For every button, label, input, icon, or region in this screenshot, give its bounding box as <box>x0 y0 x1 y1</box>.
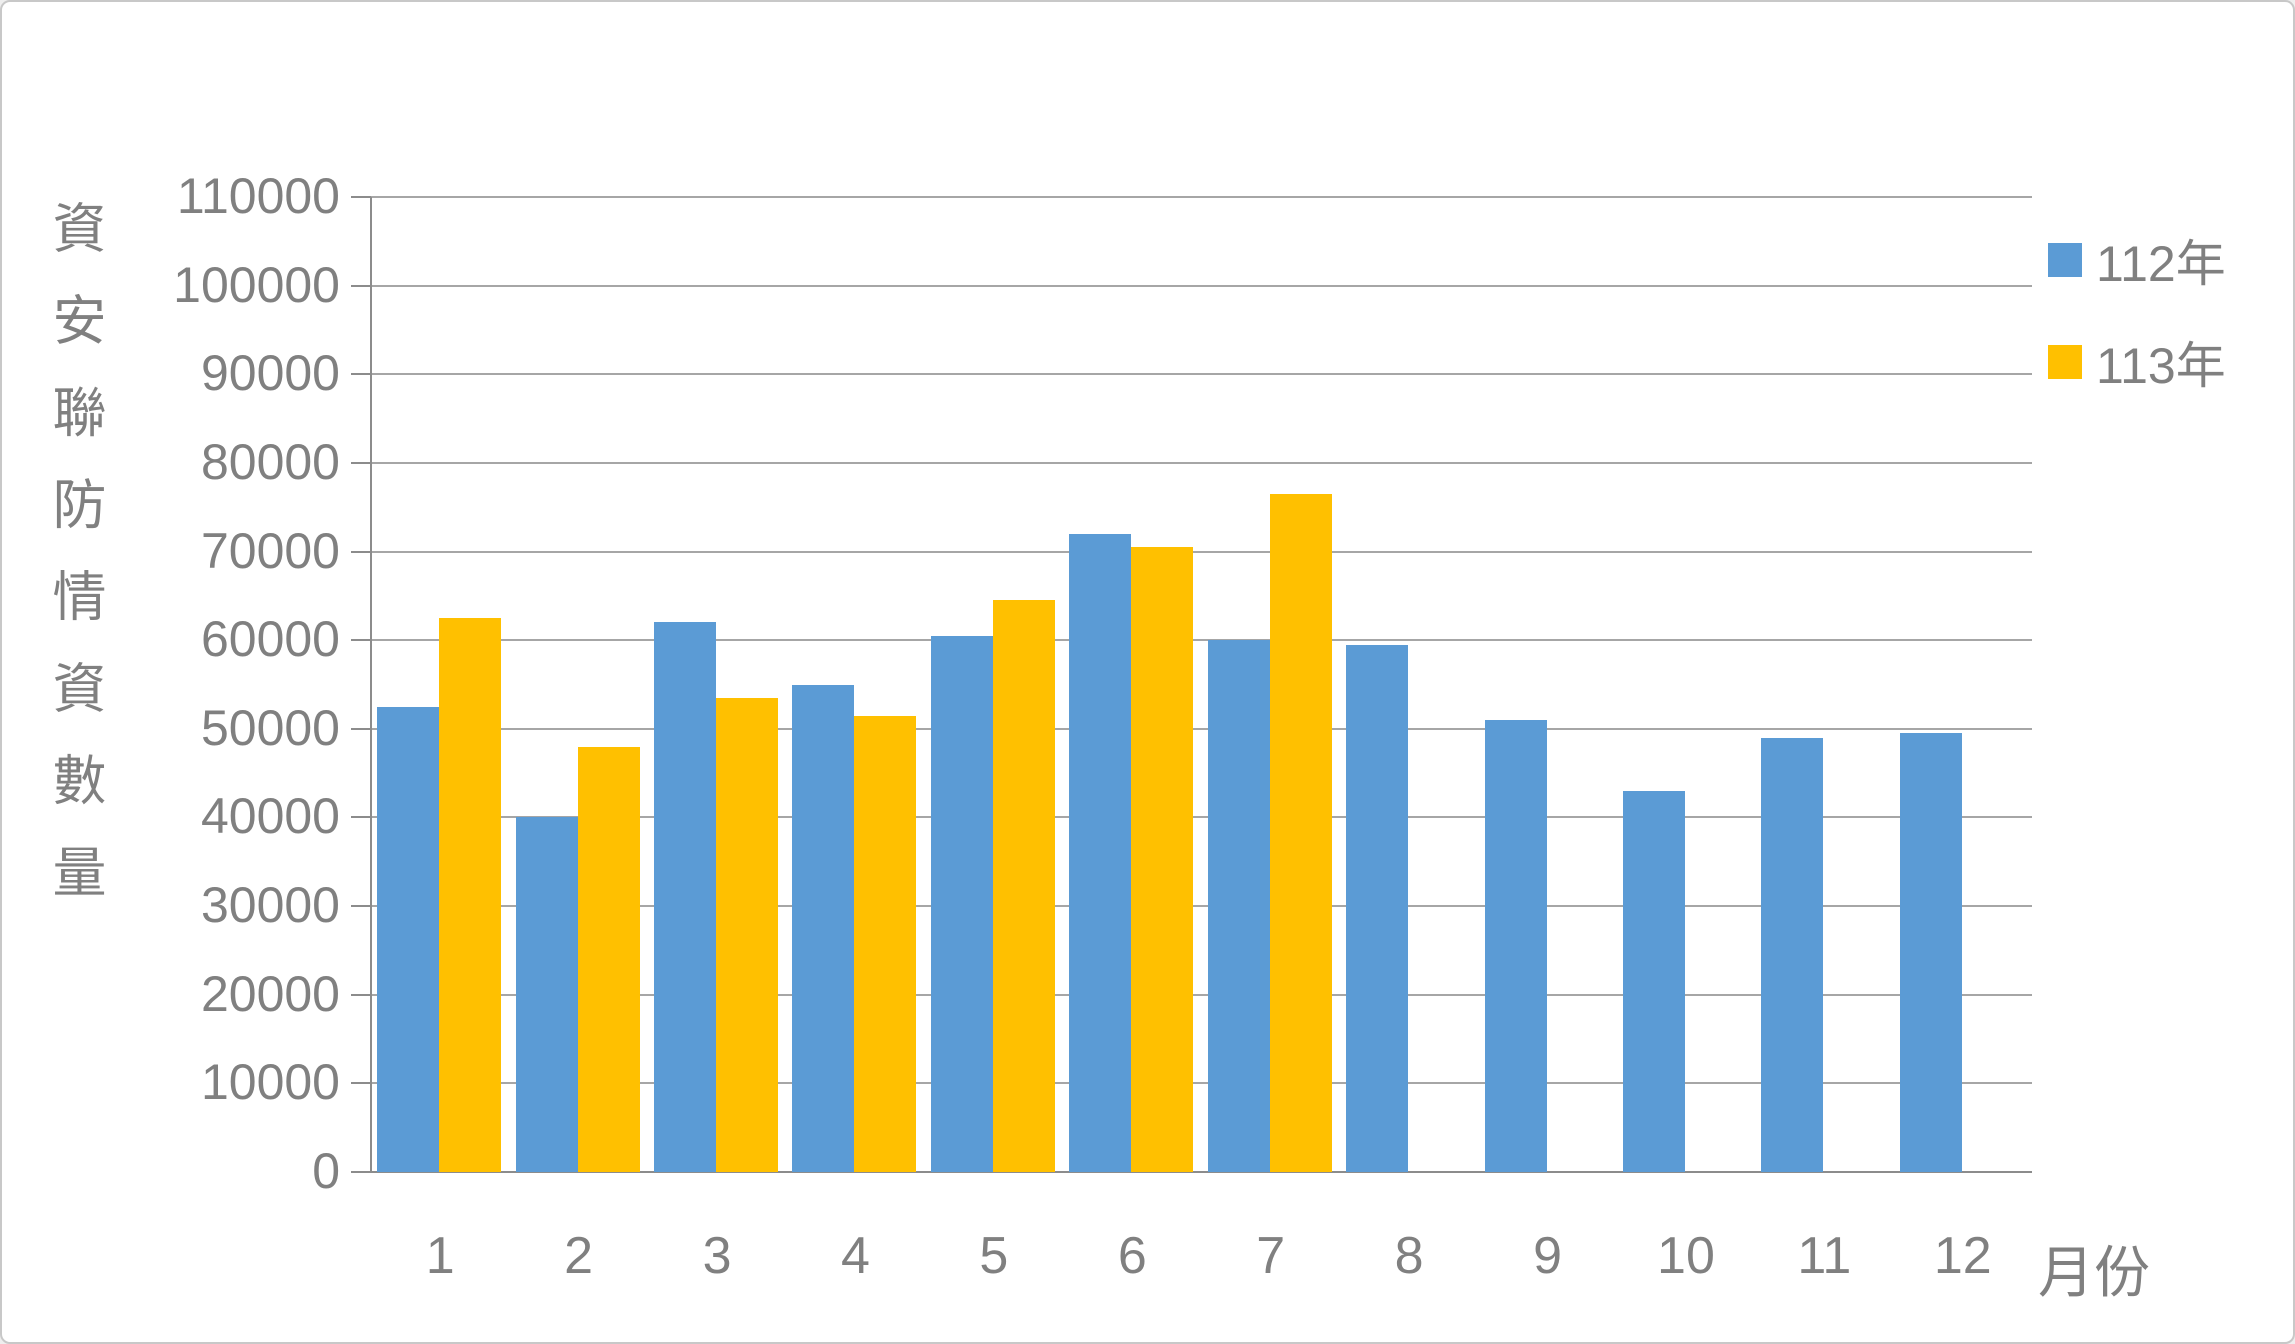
y-axis-tick-label: 30000 <box>200 877 340 934</box>
y-axis-tick <box>351 1082 371 1085</box>
gridline <box>371 905 2032 908</box>
bar-113年-month-4 <box>854 715 917 1172</box>
bar-112年-month-10 <box>1622 790 1685 1172</box>
gridline <box>371 373 2032 376</box>
y-axis-tick-label: 100000 <box>173 256 340 313</box>
bar-113年-month-7 <box>1269 493 1332 1172</box>
y-axis-tick <box>351 373 371 376</box>
x-axis-label: 4 <box>840 1227 870 1285</box>
y-axis-tick <box>351 993 371 996</box>
legend-swatch-112-icon <box>2048 243 2082 277</box>
x-axis-label: 2 <box>564 1227 594 1285</box>
x-axis-label: 3 <box>702 1227 732 1285</box>
y-axis-tick-label: 0 <box>312 1143 340 1199</box>
y-axis-tick <box>351 196 371 198</box>
x-axis-title: 月份 <box>2038 1241 2150 1304</box>
x-axis-label: 5 <box>979 1227 1009 1285</box>
bar-112年-month-2 <box>515 817 578 1172</box>
gridline <box>371 284 2032 287</box>
y-axis-tick <box>351 284 371 287</box>
y-axis-tick <box>351 461 371 464</box>
bar-113年-month-3 <box>716 697 779 1172</box>
bar-112年-month-9 <box>1484 719 1547 1172</box>
bar-113年-month-6 <box>1131 547 1194 1172</box>
bar-112年-month-7 <box>1207 640 1270 1172</box>
y-axis-tick-label: 10000 <box>200 1054 340 1111</box>
bar-112年-month-11 <box>1761 737 1824 1172</box>
y-axis-tick <box>351 727 371 730</box>
bar-112年-month-8 <box>1346 644 1409 1172</box>
gridline <box>371 196 2032 198</box>
y-axis-tick <box>351 816 371 819</box>
gridline <box>371 1082 2032 1085</box>
bar-112年-month-3 <box>654 622 717 1172</box>
x-axis-line <box>370 1171 2032 1173</box>
x-axis-label: 1 <box>425 1227 455 1285</box>
bar-112年-month-4 <box>792 684 855 1172</box>
gridline <box>371 816 2032 819</box>
x-axis-label: 10 <box>1657 1227 1715 1285</box>
x-axis-label: 6 <box>1117 1227 1147 1285</box>
x-axis-label: 7 <box>1256 1227 1286 1285</box>
y-axis-tick-label: 60000 <box>200 611 340 668</box>
legend-label-112: 112年 <box>2096 236 2226 292</box>
y-axis-tick-label: 20000 <box>200 965 340 1022</box>
bar-113年-month-1 <box>439 618 502 1172</box>
gridline <box>371 461 2032 464</box>
bar-113年-month-2 <box>577 746 640 1172</box>
bar-112年-month-12 <box>1899 733 1962 1172</box>
legend-label-113: 113年 <box>2096 338 2226 394</box>
gridline <box>371 639 2032 642</box>
y-axis-tick <box>351 905 371 908</box>
gridline <box>371 993 2032 996</box>
y-axis-tick <box>351 550 371 553</box>
y-axis-tick-label: 80000 <box>200 433 340 490</box>
y-axis-tick-label: 50000 <box>200 699 340 756</box>
y-axis-title: 資安聯防情資數量 <box>44 200 104 936</box>
legend-item-113: 113年 <box>2048 326 2226 398</box>
bar-112年-month-5 <box>930 635 993 1172</box>
x-axis-label: 9 <box>1533 1227 1562 1285</box>
y-axis-tick <box>351 639 371 642</box>
gridline <box>371 550 2032 553</box>
x-axis-label: 8 <box>1394 1227 1424 1285</box>
bar-112年-month-6 <box>1069 533 1132 1172</box>
y-axis-tick-label: 40000 <box>200 788 340 845</box>
legend-item-112: 112年 <box>2048 224 2226 296</box>
y-axis-line <box>370 197 372 1172</box>
gridline <box>371 727 2032 730</box>
x-axis-label: 12 <box>1933 1227 1992 1285</box>
y-axis-tick <box>351 1171 371 1173</box>
y-axis-tick-label: 110000 <box>176 168 340 224</box>
bar-112年-month-1 <box>377 706 440 1172</box>
legend-swatch-113-icon <box>2048 345 2082 379</box>
x-axis-label: 11 <box>1797 1227 1852 1285</box>
legend: 112年 113年 <box>2048 224 2226 428</box>
y-axis-tick-label: 70000 <box>200 522 340 579</box>
y-axis-tick-label: 90000 <box>200 345 340 402</box>
bar-113年-month-5 <box>992 600 1055 1172</box>
